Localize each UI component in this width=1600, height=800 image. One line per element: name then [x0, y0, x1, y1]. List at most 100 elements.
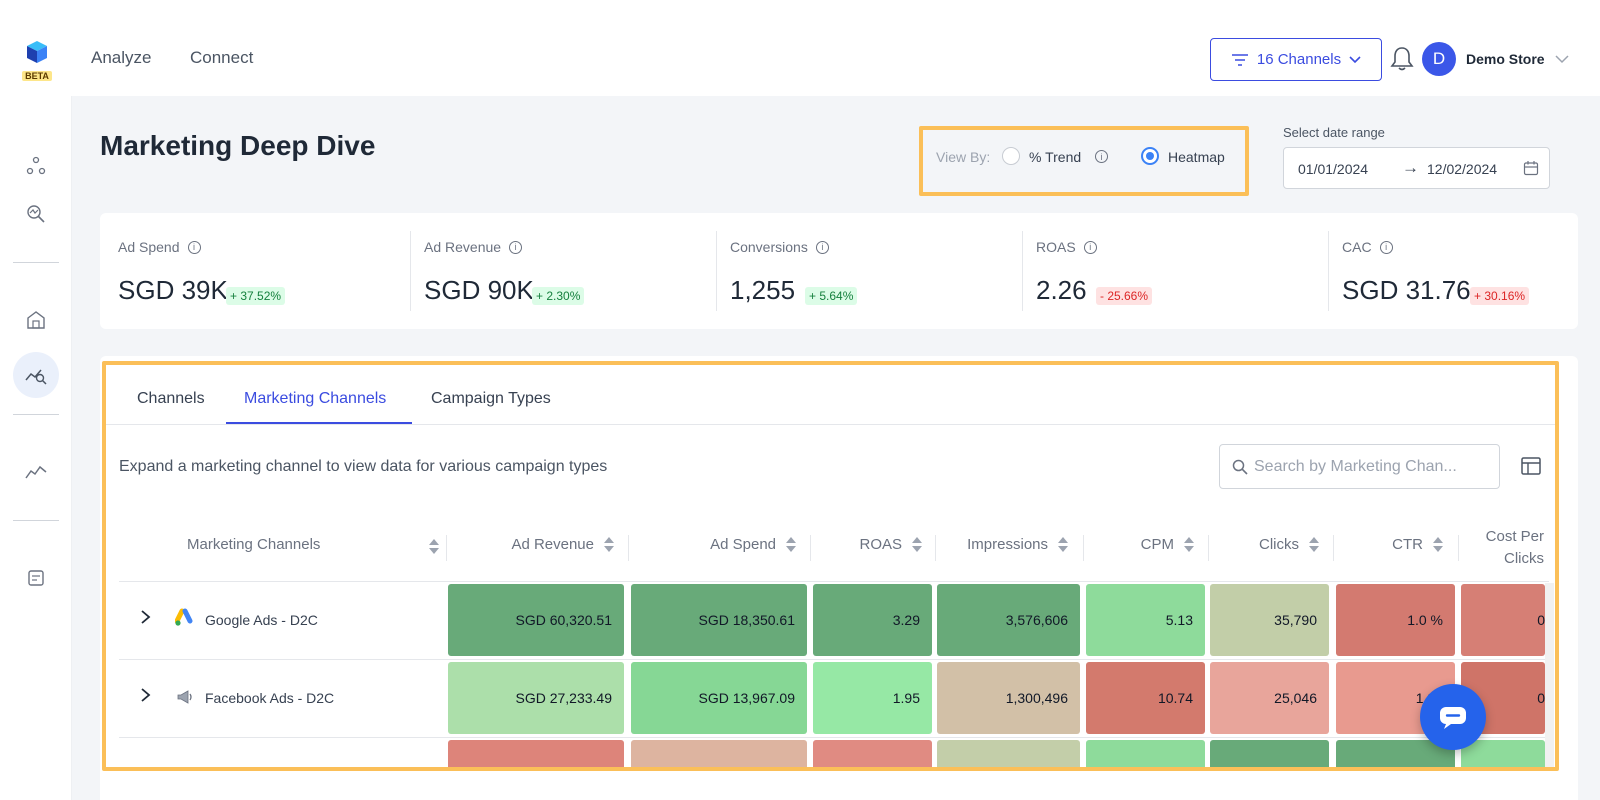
channels-filter-button[interactable]: 16 Channels — [1210, 38, 1382, 81]
kpi-value: SGD 39K — [118, 275, 228, 305]
kpi-label: CAC i — [1342, 239, 1393, 255]
report-icon[interactable] — [24, 566, 48, 590]
header-ad-spend[interactable]: Ad Spend — [650, 536, 796, 554]
sort-icon[interactable] — [786, 536, 796, 554]
heatmap-cell — [813, 740, 932, 770]
date-range-label: Select date range — [1283, 125, 1385, 140]
heatmap-cell: 3,576,606 — [937, 584, 1080, 656]
header-divider — [1333, 535, 1334, 561]
channel-name: Facebook Ads - D2C — [205, 690, 335, 706]
header-divider — [628, 535, 629, 561]
header-divider — [1083, 535, 1084, 561]
app-logo[interactable]: BETA — [22, 40, 52, 82]
sort-icon[interactable] — [1309, 536, 1319, 554]
header-label: CPM — [1140, 536, 1174, 553]
sort-icon[interactable] — [604, 536, 614, 554]
sort-icon[interactable] — [429, 538, 439, 556]
date-range-picker[interactable]: 01/01/2024 → 12/02/2024 — [1283, 147, 1550, 189]
sort-icon[interactable] — [1433, 536, 1443, 554]
info-icon[interactable]: i — [1379, 240, 1393, 254]
sidebar — [0, 96, 72, 800]
header-cost-per-clicks[interactable]: Cost Per Clicks — [1462, 526, 1544, 570]
kpi-change-badge: + 30.16% — [1470, 287, 1530, 305]
info-icon[interactable]: i — [1095, 150, 1108, 163]
info-icon[interactable]: i — [187, 240, 201, 254]
sort-icon[interactable] — [912, 536, 922, 554]
marketing-channel-search[interactable] — [1219, 444, 1500, 489]
kpi-value: SGD 90K — [424, 275, 534, 305]
kpi-divider — [716, 231, 717, 311]
header-label: ROAS — [859, 536, 902, 553]
chevron-down-icon — [1349, 55, 1361, 63]
beta-badge: BETA — [22, 71, 52, 81]
kpi-label: Ad Revenue i — [424, 239, 523, 255]
tab-channels[interactable]: Channels — [137, 390, 205, 407]
store-name[interactable]: Demo Store — [1466, 51, 1545, 67]
search-analytics-icon[interactable] — [24, 202, 48, 226]
heatmap-cell: 35,790 — [1210, 584, 1329, 656]
header-ad-revenue[interactable]: Ad Revenue — [470, 536, 614, 554]
header-cpm[interactable]: CPM — [1100, 536, 1194, 554]
arrow-right-icon: → — [1402, 158, 1419, 177]
kpi-divider — [1022, 231, 1023, 311]
sort-icon[interactable] — [1184, 536, 1194, 554]
header-marketing-channels[interactable]: Marketing Channels — [187, 536, 439, 556]
heatmap-cell: 5.13 — [1086, 584, 1205, 656]
store-chevron-down-icon[interactable] — [1555, 54, 1569, 64]
info-icon[interactable]: i — [509, 240, 523, 254]
radio-trend[interactable] — [1002, 147, 1020, 165]
search-input[interactable] — [1254, 453, 1492, 481]
table-row-divider — [119, 737, 1549, 738]
kpi-label-text: ROAS — [1036, 239, 1076, 255]
store-icon[interactable] — [24, 308, 48, 332]
nav-link-connect[interactable]: Connect — [190, 48, 254, 67]
columns-layout-icon[interactable] — [1520, 455, 1542, 477]
trend-line-icon[interactable] — [24, 460, 48, 484]
kpi-change-badge: + 5.64% — [805, 287, 858, 305]
chat-support-button[interactable] — [1420, 684, 1486, 750]
info-icon[interactable]: i — [815, 240, 829, 254]
header-label: Marketing Channels — [187, 536, 321, 553]
table-scrollbar[interactable] — [1545, 583, 1554, 771]
tabs-divider — [106, 424, 1556, 425]
expand-chevron-icon[interactable] — [140, 609, 152, 630]
info-icon[interactable]: i — [1083, 240, 1097, 254]
heatmap-cell: 3.29 — [813, 584, 932, 656]
header-impressions[interactable]: Impressions — [944, 536, 1068, 554]
radio-heatmap[interactable] — [1141, 147, 1159, 165]
tab-campaign-types[interactable]: Campaign Types — [431, 390, 551, 407]
top-navbar: BETA Analyze Connect 16 Channels D Demo … — [0, 0, 1600, 96]
sort-icon[interactable] — [1058, 536, 1068, 554]
heatmap-cell — [937, 740, 1080, 770]
kpi-ad-spend: Ad Spend i SGD 39K + 37.52% — [100, 213, 396, 329]
radio-heatmap-label[interactable]: Heatmap — [1168, 149, 1225, 165]
kpi-label: ROAS i — [1036, 239, 1097, 255]
channels-filter-label: 16 Channels — [1256, 51, 1342, 68]
kpi-value: 1,255 — [730, 275, 796, 305]
expand-chevron-icon[interactable] — [140, 687, 152, 708]
kpi-change-badge: + 2.30% — [532, 287, 585, 305]
header-label: Ad Revenue — [511, 536, 594, 553]
sidebar-divider — [13, 262, 59, 263]
header-divider — [935, 535, 936, 561]
radio-trend-label[interactable]: % Trend — [1029, 149, 1082, 165]
sidebar-divider — [13, 414, 59, 415]
bell-icon[interactable] — [1390, 46, 1414, 72]
header-divider — [1208, 535, 1209, 561]
heatmap-cell: SGD 60,320.51 — [448, 584, 624, 656]
kpi-roas: ROAS i 2.26 - 25.66% — [1018, 213, 1314, 329]
kpi-ad-revenue: Ad Revenue i SGD 90K + 2.30% — [406, 213, 702, 329]
marketing-analytics-icon[interactable] — [24, 363, 48, 387]
tab-marketing-channels[interactable]: Marketing Channels — [244, 390, 387, 407]
header-ctr[interactable]: CTR — [1344, 536, 1443, 554]
heatmap-cell: 1.0 % — [1336, 584, 1455, 656]
nodes-icon[interactable] — [24, 154, 48, 178]
heatmap-cell: SGD 27,233.49 — [448, 662, 624, 734]
header-clicks[interactable]: Clicks — [1222, 536, 1319, 554]
user-avatar[interactable]: D — [1422, 42, 1456, 76]
header-divider — [810, 535, 811, 561]
kpi-divider — [1328, 231, 1329, 311]
nav-link-analyze[interactable]: Analyze — [91, 48, 152, 67]
header-roas[interactable]: ROAS — [826, 536, 922, 554]
heatmap-cell: SGD 18,350.61 — [631, 584, 807, 656]
